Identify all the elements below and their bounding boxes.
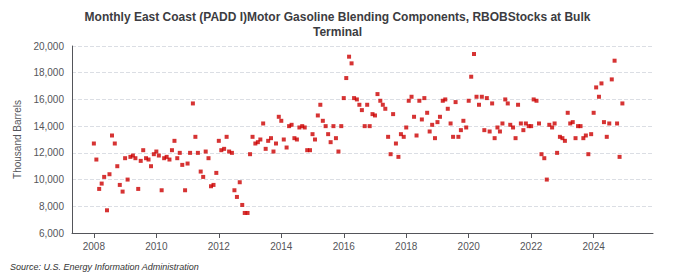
svg-text:Terminal: Terminal bbox=[313, 25, 362, 39]
svg-text:2010: 2010 bbox=[145, 241, 168, 252]
svg-text:16,000: 16,000 bbox=[33, 94, 64, 105]
svg-text:2008: 2008 bbox=[83, 241, 106, 252]
svg-text:Monthly East Coast (PADD I)Mot: Monthly East Coast (PADD I)Motor Gasolin… bbox=[85, 10, 591, 24]
svg-text:2020: 2020 bbox=[458, 241, 481, 252]
svg-text:2022: 2022 bbox=[520, 241, 543, 252]
svg-text:2014: 2014 bbox=[270, 241, 293, 252]
svg-text:2016: 2016 bbox=[333, 241, 356, 252]
svg-text:6,000: 6,000 bbox=[39, 228, 64, 239]
svg-text:14,000: 14,000 bbox=[33, 121, 64, 132]
svg-text:Thousand Barrels: Thousand Barrels bbox=[12, 100, 23, 179]
svg-text:Source: U.S. Energy Informatio: Source: U.S. Energy Information Administ… bbox=[10, 262, 199, 272]
svg-text:2018: 2018 bbox=[395, 241, 418, 252]
svg-text:10,000: 10,000 bbox=[33, 174, 64, 185]
svg-text:12,000: 12,000 bbox=[33, 147, 64, 158]
svg-text:8,000: 8,000 bbox=[39, 201, 64, 212]
svg-text:2012: 2012 bbox=[208, 241, 231, 252]
svg-text:20,000: 20,000 bbox=[33, 41, 64, 52]
svg-text:2024: 2024 bbox=[583, 241, 606, 252]
svg-text:18,000: 18,000 bbox=[33, 67, 64, 78]
